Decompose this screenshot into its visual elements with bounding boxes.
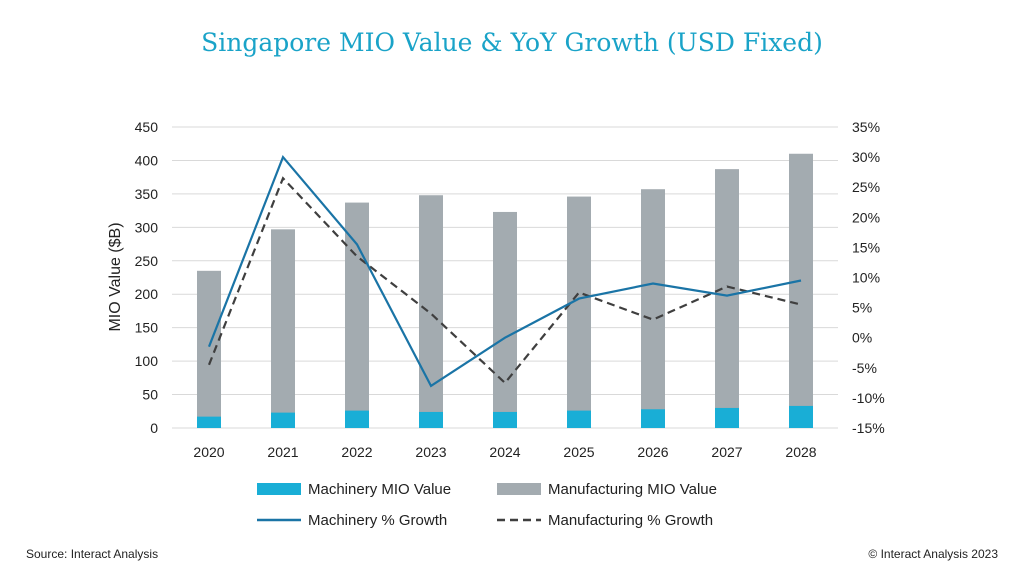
- legend-machinery-growth: Machinery % Growth: [257, 512, 447, 529]
- y2-tick-label: -15%: [852, 420, 885, 436]
- y2-tick-label: -5%: [852, 360, 877, 376]
- copyright-note: © Interact Analysis 2023: [868, 547, 998, 561]
- x-tick-label: 2022: [341, 444, 372, 460]
- manufacturing-bar-2024: [493, 211, 517, 428]
- y2-tick-label: 20%: [852, 209, 880, 225]
- y-tick-label: 400: [135, 152, 159, 168]
- x-axis-ticks: 2020 2021 2022 2023 2024 2025 2026 2027 2028: [193, 444, 816, 460]
- manufacturing-bar-2023: [419, 195, 443, 428]
- legend-manufacturing-value: Manufacturing MIO Value: [497, 481, 717, 498]
- y-tick-label: 250: [135, 253, 159, 269]
- y2-tick-label: 25%: [852, 179, 880, 195]
- chart-title: Singapore MIO Value & YoY Growth (USD Fi…: [201, 28, 823, 57]
- x-tick-label: 2027: [711, 444, 742, 460]
- y2-tick-label: 30%: [852, 149, 880, 165]
- machinery-bars: [197, 405, 813, 428]
- legend-swatch: [497, 483, 541, 495]
- y2-tick-label: 15%: [852, 239, 880, 255]
- x-tick-label: 2025: [563, 444, 594, 460]
- legend-label: Manufacturing MIO Value: [548, 481, 717, 498]
- y-tick-label: 300: [135, 219, 159, 235]
- machinery-bar-2023: [419, 411, 443, 428]
- machinery-bar-2026: [641, 409, 665, 428]
- right-axis-ticks: -15% -10% -5% 0% 5% 10% 15% 20% 25% 30% 35%: [852, 119, 885, 436]
- manufacturing-bar-2020: [197, 270, 221, 428]
- legend-label: Machinery % Growth: [308, 512, 447, 529]
- legend-swatch: [257, 483, 301, 495]
- left-axis-ticks: 0 50 100 150 200 250 300 350 400 450: [135, 119, 159, 436]
- machinery-bar-2027: [715, 407, 739, 428]
- x-tick-label: 2028: [785, 444, 816, 460]
- y-tick-label: 100: [135, 353, 159, 369]
- machinery-bar-2028: [789, 405, 813, 428]
- machinery-bar-2020: [197, 416, 221, 428]
- x-tick-label: 2021: [267, 444, 298, 460]
- legend-machinery-value: Machinery MIO Value: [257, 481, 451, 498]
- y-tick-label: 450: [135, 119, 159, 135]
- legend: Machinery MIO Value Manufacturing MIO Val…: [257, 481, 717, 529]
- x-tick-label: 2023: [415, 444, 446, 460]
- x-tick-label: 2026: [637, 444, 668, 460]
- y-tick-label: 50: [142, 387, 158, 403]
- y-axis-title: MIO Value ($B): [107, 222, 124, 331]
- y2-tick-label: -10%: [852, 390, 885, 406]
- legend-label: Manufacturing % Growth: [548, 512, 713, 529]
- machinery-bar-2025: [567, 410, 591, 428]
- manufacturing-bar-2025: [567, 196, 591, 428]
- y2-tick-label: 35%: [852, 119, 880, 135]
- machinery-bar-2024: [493, 411, 517, 428]
- source-note: Source: Interact Analysis: [26, 547, 159, 561]
- y2-tick-label: 5%: [852, 300, 872, 316]
- legend-manufacturing-growth: Manufacturing % Growth: [497, 512, 713, 529]
- machinery-growth-line: [207, 154, 802, 388]
- x-tick-label: 2024: [489, 444, 520, 460]
- machinery-bar-2022: [345, 410, 369, 428]
- manufacturing-bar-2022: [345, 202, 369, 428]
- y-tick-label: 0: [150, 420, 158, 436]
- manufacturing-bar-2028: [789, 153, 813, 428]
- manufacturing-bar-2021: [271, 229, 295, 428]
- manufacturing-growth-line: [207, 176, 802, 385]
- y2-tick-label: 0%: [852, 330, 872, 346]
- growth-lines: [207, 154, 802, 388]
- manufacturing-bar-2026: [641, 189, 665, 428]
- manufacturing-bars: [197, 153, 813, 428]
- machinery-bar-2021: [271, 412, 295, 428]
- x-tick-label: 2020: [193, 444, 224, 460]
- y2-tick-label: 10%: [852, 270, 880, 286]
- y-tick-label: 350: [135, 186, 159, 202]
- y-tick-label: 200: [135, 286, 159, 302]
- y-tick-label: 150: [135, 320, 159, 336]
- manufacturing-bar-2027: [715, 169, 739, 428]
- legend-label: Machinery MIO Value: [308, 481, 451, 498]
